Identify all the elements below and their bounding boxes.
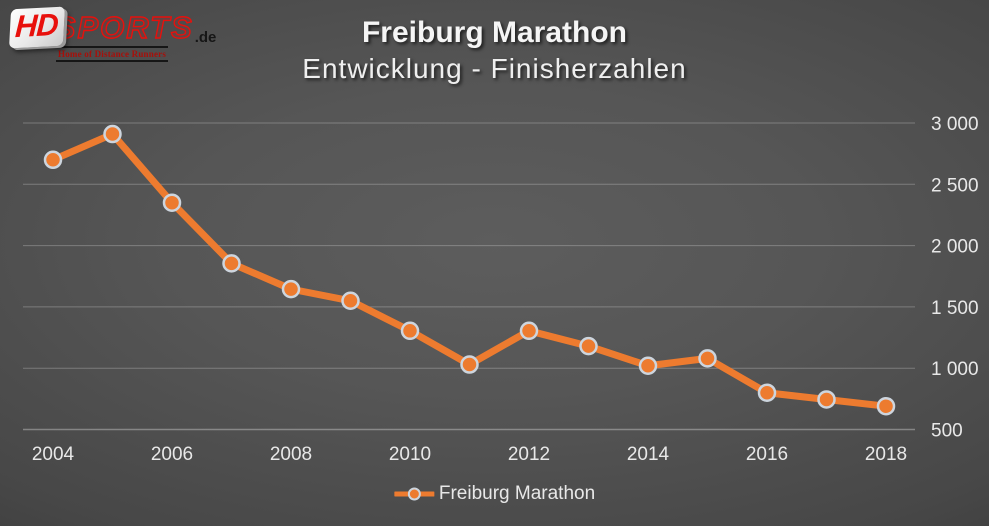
logo-sports-text: SPORTS: [54, 10, 194, 46]
data-point-marker: [281, 279, 301, 299]
x-axis-label: 2014: [627, 444, 670, 465]
logo-row: HD SPORTS .de: [9, 6, 216, 49]
y-axis-label: 3 000: [931, 114, 979, 135]
legend-marker-icon: [393, 487, 434, 501]
data-point-marker: [519, 321, 539, 341]
x-axis-label: 2012: [508, 444, 550, 465]
data-point-marker: [400, 321, 420, 341]
y-axis-label: 500: [931, 421, 963, 442]
logo-hd-text: HD: [14, 6, 59, 45]
x-axis-label: 2018: [865, 444, 907, 465]
logo-hd-tile: HD: [9, 6, 65, 49]
chart-title: Freiburg Marathon: [361, 16, 627, 49]
data-point-marker: [341, 291, 360, 311]
data-point-marker: [43, 150, 63, 170]
x-axis-label: 2008: [270, 444, 312, 465]
y-axis-label: 1 500: [931, 298, 979, 319]
logo-de-text: .de: [194, 28, 217, 46]
x-axis-label: 2016: [746, 444, 788, 465]
y-axis-label: 2 500: [931, 175, 979, 196]
data-point-marker: [579, 336, 598, 356]
legend-label: Freiburg Marathon: [438, 483, 596, 504]
x-axis-label: 2006: [151, 444, 193, 465]
data-point-marker: [460, 355, 479, 374]
hdsports-logo: HD SPORTS .de Home of Distance Runners: [9, 6, 216, 62]
legend: Freiburg Marathon: [393, 483, 596, 505]
y-axis-label: 2 000: [931, 237, 979, 258]
chart-subtitle: Entwicklung - Finisherzahlen: [302, 53, 687, 84]
y-axis-label: 1 000: [931, 359, 979, 380]
data-point-marker: [817, 390, 836, 409]
data-point-marker: [103, 124, 122, 144]
data-point-marker: [876, 396, 896, 416]
data-point-marker: [698, 349, 717, 368]
data-point-marker: [222, 254, 241, 273]
data-point-marker: [757, 383, 777, 402]
chart-title-block: Freiburg Marathon Entwicklung - Finisher…: [0, 16, 989, 85]
data-point-marker: [638, 356, 658, 375]
x-axis-label: 2004: [32, 444, 75, 465]
data-point-marker: [162, 193, 182, 212]
x-axis-label: 2010: [389, 444, 431, 465]
logo-tagline: Home of Distance Runners: [56, 45, 169, 62]
